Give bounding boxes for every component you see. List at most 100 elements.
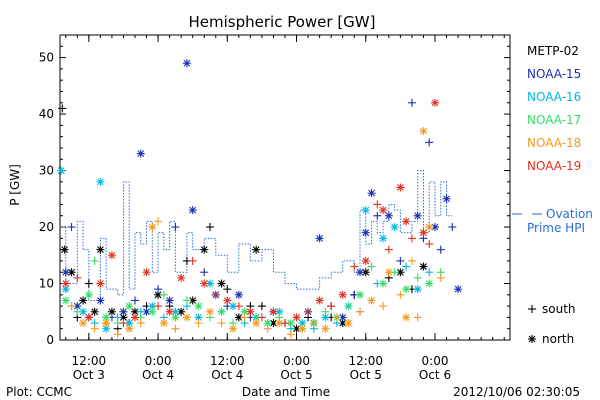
- data-point-north: [171, 307, 180, 316]
- marker-stroke: [425, 223, 433, 231]
- data-point-south: [211, 290, 220, 299]
- marker-stroke: [443, 195, 450, 203]
- data-point-north: [171, 313, 180, 322]
- data-point-north: [442, 194, 451, 203]
- legend: METP-02 NOAA-15 NOAA-16 NOAA-17 NOAA-18 NOAA-…: [512, 44, 593, 346]
- legend-entry-noaa-19: NOAA-19: [527, 159, 581, 173]
- marker-stroke: [154, 291, 162, 299]
- data-point-south: [379, 302, 388, 311]
- data-point-south: [223, 285, 232, 294]
- data-point-north: [402, 217, 411, 226]
- data-point-north: [90, 307, 99, 316]
- legend-entry-noaa-18: NOAA-18: [527, 136, 581, 150]
- marker-stroke: [166, 297, 174, 304]
- data-point-north: [96, 279, 105, 288]
- marker-stroke: [385, 212, 393, 220]
- data-point-north: [61, 285, 70, 294]
- data-point-north: [298, 324, 307, 333]
- x-tick-label-time: 12:00: [210, 354, 245, 368]
- data-point-north: [131, 313, 139, 322]
- data-point-north: [96, 296, 105, 305]
- marker-stroke: [345, 319, 352, 327]
- marker-stroke: [68, 268, 75, 276]
- marker-stroke: [402, 285, 410, 293]
- data-point-north: [234, 290, 243, 299]
- data-point-north: [379, 234, 388, 243]
- marker-stroke: [235, 291, 243, 299]
- data-point-north: [182, 59, 191, 68]
- marker-stroke: [362, 257, 370, 265]
- data-point-north: [79, 319, 88, 328]
- data-point-north: [165, 307, 174, 316]
- data-point-south: [436, 273, 445, 282]
- data-point-south: [304, 307, 313, 316]
- data-point-south: [344, 302, 353, 311]
- marker-stroke: [385, 268, 393, 276]
- data-point-north: [425, 223, 434, 232]
- marker-stroke: [91, 308, 99, 316]
- data-point-north: [338, 290, 347, 299]
- data-point-south: [309, 319, 318, 328]
- data-point-south: [402, 262, 411, 271]
- data-point-north: [206, 307, 214, 316]
- marker-stroke: [396, 268, 404, 276]
- marker-stroke: [62, 297, 70, 304]
- legend-marker-north: [528, 335, 536, 343]
- data-point-north: [367, 189, 376, 198]
- marker-stroke: [316, 234, 324, 242]
- data-point-north: [269, 307, 278, 316]
- data-point-south: [73, 307, 82, 316]
- data-point-south: [413, 273, 422, 282]
- data-point-south: [171, 324, 180, 333]
- data-point-south: [407, 256, 416, 265]
- data-point-south: [154, 285, 163, 294]
- marker-stroke: [125, 325, 133, 333]
- marker-stroke: [252, 319, 260, 327]
- marker-stroke: [264, 319, 272, 327]
- data-point-north: [61, 296, 70, 305]
- data-point-south: [286, 330, 295, 339]
- legend-ovation-label: Ovation: [546, 207, 593, 221]
- data-point-south: [413, 313, 422, 322]
- x-tick-label-date: Oct 5: [280, 368, 312, 382]
- legend-marker-label-south: south: [542, 302, 576, 316]
- marker-stroke: [425, 280, 433, 287]
- marker-stroke: [108, 308, 116, 316]
- marker-stroke: [102, 319, 110, 327]
- marker-stroke: [62, 285, 70, 293]
- marker-stroke: [62, 268, 70, 276]
- marker-stroke: [120, 314, 127, 321]
- marker-stroke: [356, 291, 364, 299]
- data-point-north: [361, 228, 370, 237]
- marker-stroke: [73, 302, 81, 310]
- data-point-north: [229, 324, 238, 333]
- data-point-south: [67, 302, 76, 311]
- data-point-north: [396, 183, 405, 192]
- y-tick-label: 30: [39, 164, 54, 178]
- marker-stroke: [195, 302, 202, 310]
- legend-marker-south: [528, 305, 536, 313]
- data-point-south: [206, 223, 214, 232]
- legend-ovation-label: Prime HPI: [527, 221, 585, 235]
- data-point-north: [194, 302, 203, 311]
- marker-stroke: [57, 167, 65, 174]
- chart-title: Hemispheric Power [GW]: [189, 13, 376, 31]
- x-tick-label-time: 0:00: [422, 354, 449, 368]
- marker-stroke: [339, 291, 347, 299]
- marker-stroke: [270, 308, 277, 316]
- data-point-north: [292, 313, 301, 322]
- marker-stroke: [316, 297, 324, 304]
- marker-stroke: [79, 308, 87, 316]
- data-point-north: [413, 211, 422, 220]
- data-point-north: [125, 324, 134, 333]
- y-tick-label: 0: [46, 333, 54, 347]
- data-point-north: [102, 319, 111, 328]
- data-point-north: [344, 319, 353, 328]
- data-point-south: [407, 234, 416, 243]
- data-point-south: [350, 262, 359, 271]
- data-point-north: [379, 279, 388, 288]
- data-point-north: [217, 307, 226, 316]
- marker-stroke: [420, 127, 427, 135]
